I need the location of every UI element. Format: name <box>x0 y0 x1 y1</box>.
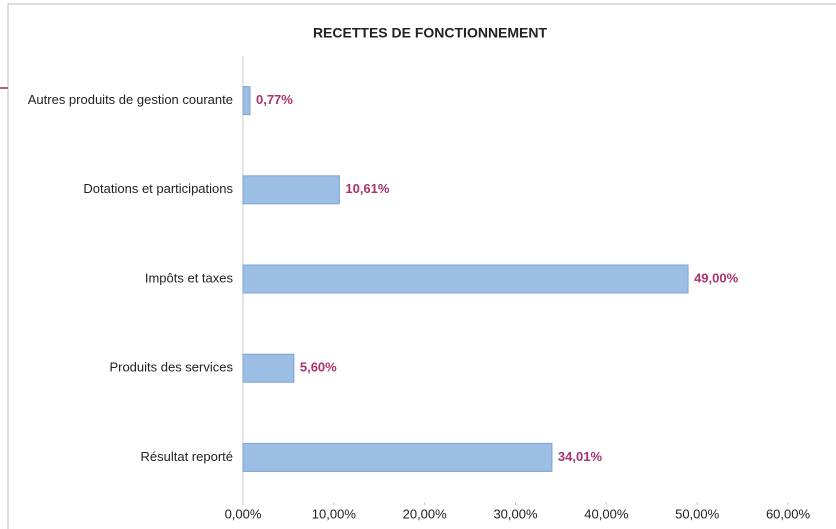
bar <box>242 442 553 472</box>
y-tick-label: Résultat reporté <box>141 449 234 464</box>
value-label: 5,60% <box>300 360 337 375</box>
y-tick-label: Impôts et taxes <box>145 270 234 285</box>
chart-title: RECETTES DE FONCTIONNEMENT <box>313 25 548 41</box>
x-tick-label: 40,00% <box>584 506 629 521</box>
x-tick-label: 10,00% <box>312 506 357 521</box>
y-tick-label: Dotations et participations <box>83 181 233 196</box>
y-tick-label: Produits des services <box>109 360 233 375</box>
bar <box>242 175 340 205</box>
value-label: 10,61% <box>345 181 390 196</box>
y-tick-label: Autres produits de gestion courante <box>28 92 233 107</box>
value-label: 34,01% <box>558 449 603 464</box>
x-tick-label: 20,00% <box>403 506 448 521</box>
x-tick-label: 60,00% <box>766 506 811 521</box>
x-tick-label: 30,00% <box>493 506 538 521</box>
value-label: 49,00% <box>694 270 739 285</box>
bar <box>242 353 295 383</box>
value-label: 0,77% <box>256 92 293 107</box>
x-tick-label: 0,00% <box>225 506 262 521</box>
bar <box>242 86 251 116</box>
bar <box>242 264 689 294</box>
x-tick-label: 50,00% <box>675 506 720 521</box>
